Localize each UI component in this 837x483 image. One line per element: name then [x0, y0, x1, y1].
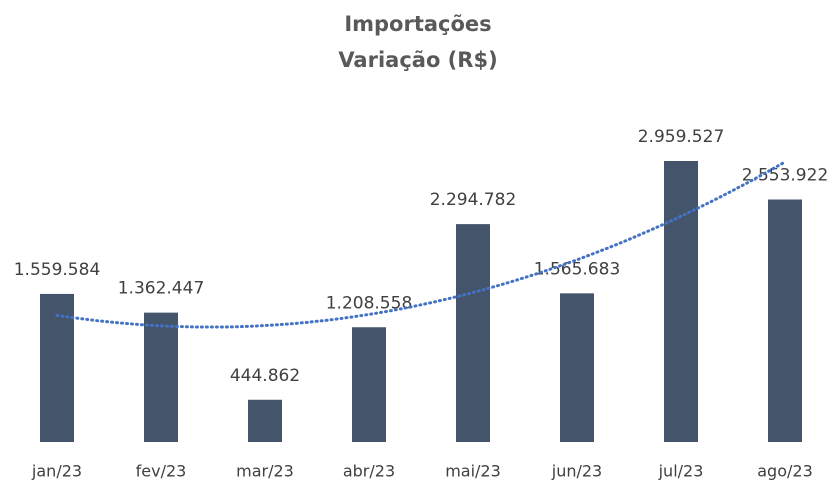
bar: [768, 199, 802, 442]
value-label: 2.959.527: [638, 127, 725, 147]
x-tick-label: jun/23: [551, 462, 602, 481]
x-tick-label: mai/23: [445, 462, 501, 481]
bar: [144, 312, 178, 442]
bar: [40, 293, 74, 442]
bar: [664, 161, 698, 442]
bar: [456, 224, 490, 442]
value-label: 2.553.922: [742, 166, 829, 186]
value-label: 1.362.447: [118, 279, 205, 299]
chart-title: Variação (R$): [338, 48, 497, 72]
x-tick-label: ago/23: [757, 462, 813, 481]
bar: [352, 327, 386, 442]
value-label: 2.294.782: [430, 190, 517, 210]
x-tick-label: fev/23: [136, 462, 187, 481]
bar: [248, 399, 282, 442]
x-tick-label: mar/23: [236, 462, 294, 481]
x-tick-label: abr/23: [343, 462, 395, 481]
value-label: 1.559.584: [14, 260, 101, 280]
trendline: [55, 160, 787, 329]
x-tick-label: jul/23: [658, 462, 704, 481]
value-label: 1.565.683: [534, 259, 621, 279]
value-label: 1.208.558: [326, 293, 413, 313]
x-tick-label: jan/23: [31, 462, 82, 481]
value-label: 444.862: [230, 366, 300, 386]
bar: [560, 293, 594, 442]
chart-title: Importações: [344, 12, 491, 36]
